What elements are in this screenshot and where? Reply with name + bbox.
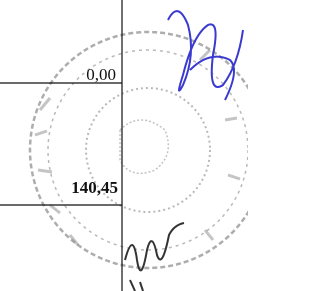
signature <box>125 223 184 291</box>
stamp <box>30 32 248 268</box>
cell-value: 0,00 <box>86 65 116 84</box>
document-fragment: 0,00 140,45 <box>0 0 248 291</box>
table-lines <box>0 0 122 291</box>
page: 0,00 140,45 (() => { const data = JSON.p… <box>0 0 248 291</box>
cell-value: 140,45 <box>71 178 118 197</box>
